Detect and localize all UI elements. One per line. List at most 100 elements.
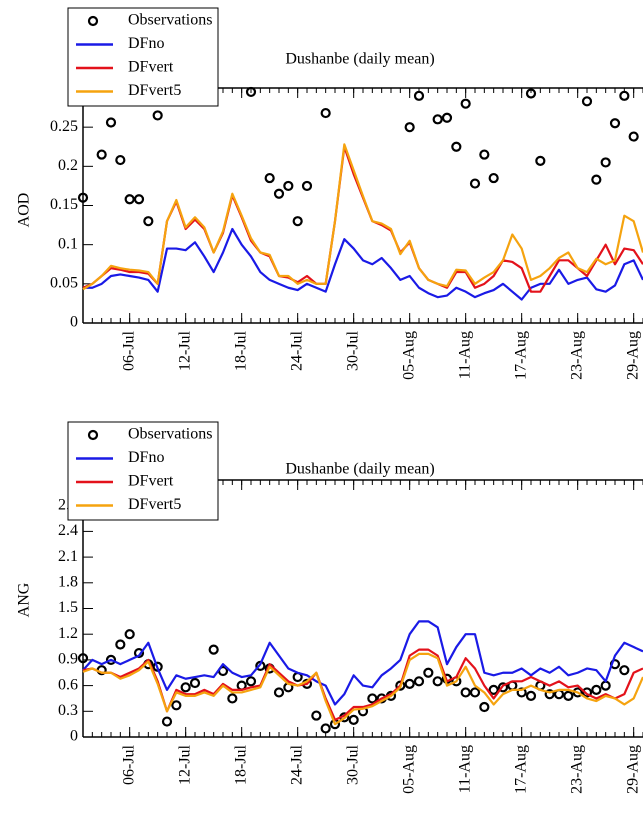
x-tick-label: 29-Aug <box>624 745 641 794</box>
observation-point <box>311 710 322 721</box>
chart-title: Dushanbe (daily mean) <box>285 461 434 478</box>
observation-point <box>432 676 443 687</box>
y-tick-label: 0.9 <box>58 651 78 668</box>
observation-point <box>600 680 611 691</box>
x-tick-label: 23-Aug <box>568 331 585 380</box>
legend-marker <box>87 15 99 27</box>
y-tick-label: 0 <box>70 728 78 745</box>
x-tick-label: 17-Aug <box>512 331 529 380</box>
observation-point <box>525 690 537 701</box>
series-line <box>83 227 643 301</box>
legend-label: DFno <box>128 35 164 52</box>
y-axis-label: ANG <box>16 582 33 617</box>
observation-point <box>432 114 443 125</box>
y-tick-label: 2.1 <box>58 548 78 565</box>
observation-point <box>320 107 331 119</box>
y-tick-label: 0 <box>70 314 78 331</box>
observation-point <box>115 639 126 650</box>
observation-point <box>180 682 191 693</box>
observation-point <box>591 174 602 185</box>
legend-label: DFvert5 <box>128 496 181 513</box>
observation-point <box>581 687 593 698</box>
observation-point <box>115 154 126 166</box>
y-tick-label: 0.2 <box>58 157 78 174</box>
x-tick-label: 24-Jul <box>288 744 305 785</box>
legend-label: DFvert5 <box>128 82 181 99</box>
observation-point <box>227 693 238 704</box>
series-line <box>82 652 643 726</box>
observation-point <box>609 118 621 129</box>
x-tick-label: 05-Aug <box>400 331 417 380</box>
x-tick-label: 23-Aug <box>568 745 585 794</box>
observation-point <box>441 112 453 123</box>
observation-point <box>404 122 415 133</box>
observation-point <box>469 687 481 698</box>
observation-point <box>516 687 527 698</box>
observation-point <box>451 141 462 152</box>
observation-point <box>488 684 499 695</box>
observation-point <box>423 667 434 678</box>
observation-point <box>497 682 509 693</box>
observation-point <box>208 644 219 655</box>
observation-point <box>619 665 630 676</box>
observation-point <box>152 110 163 121</box>
observation-point <box>124 629 135 640</box>
observation-point <box>535 155 546 166</box>
x-tick-label: 12-Jul <box>176 330 193 371</box>
observation-point <box>619 90 630 101</box>
observation-point <box>348 714 359 725</box>
legend-label: DFvert <box>128 59 174 76</box>
observation-point <box>395 680 406 691</box>
observation-point <box>320 723 331 734</box>
x-tick-label: 18-Jul <box>232 744 249 785</box>
x-tick-label: 11-Aug <box>456 745 473 793</box>
x-tick-label: 30-Jul <box>344 330 361 371</box>
y-tick-label: 1.2 <box>58 625 78 642</box>
y-tick-label: 1.5 <box>58 599 78 616</box>
observation-point <box>413 676 425 687</box>
observation-point <box>301 180 313 192</box>
y-tick-label: 0.3 <box>58 702 78 719</box>
observation-point <box>581 96 593 107</box>
y-tick-label: 0.05 <box>50 275 78 292</box>
y-tick-label: 1.8 <box>58 573 78 590</box>
legend-marker <box>87 429 99 441</box>
observation-point <box>479 149 490 160</box>
legend-box <box>67 7 219 107</box>
observation-point <box>600 157 611 168</box>
observation-point <box>161 716 173 727</box>
observation-point <box>96 149 107 160</box>
observation-point <box>591 684 602 695</box>
y-tick-label: 0.15 <box>50 196 78 213</box>
legend-label: DFvert <box>128 473 174 490</box>
observation-point <box>77 192 89 203</box>
legend-box <box>67 421 219 521</box>
series-line <box>82 620 643 706</box>
observation-point <box>525 88 537 99</box>
observation-point <box>273 687 285 698</box>
x-tick-label: 30-Jul <box>344 744 361 785</box>
series-line <box>82 648 643 721</box>
legend-label: Observations <box>128 426 212 443</box>
observation-point <box>105 654 117 666</box>
observation-point <box>460 687 471 698</box>
observation-point <box>77 653 89 664</box>
observation-point <box>245 676 257 687</box>
x-tick-label: 18-Jul <box>232 330 249 371</box>
y-tick-label: 0.6 <box>58 676 78 693</box>
observation-point <box>264 172 275 184</box>
y-tick-label: 2.4 <box>58 522 78 539</box>
x-tick-label: 06-Jul <box>120 330 137 371</box>
observation-point <box>488 172 499 184</box>
observation-point <box>404 678 415 689</box>
observation-point <box>413 90 425 101</box>
observation-point <box>133 647 145 659</box>
observation-point <box>563 690 574 701</box>
observation-point <box>133 194 145 205</box>
observation-point <box>105 117 117 128</box>
y-tick-label: 0.25 <box>50 118 78 135</box>
observation-point <box>124 194 135 205</box>
observation-point <box>143 216 154 227</box>
observation-point <box>544 689 555 700</box>
